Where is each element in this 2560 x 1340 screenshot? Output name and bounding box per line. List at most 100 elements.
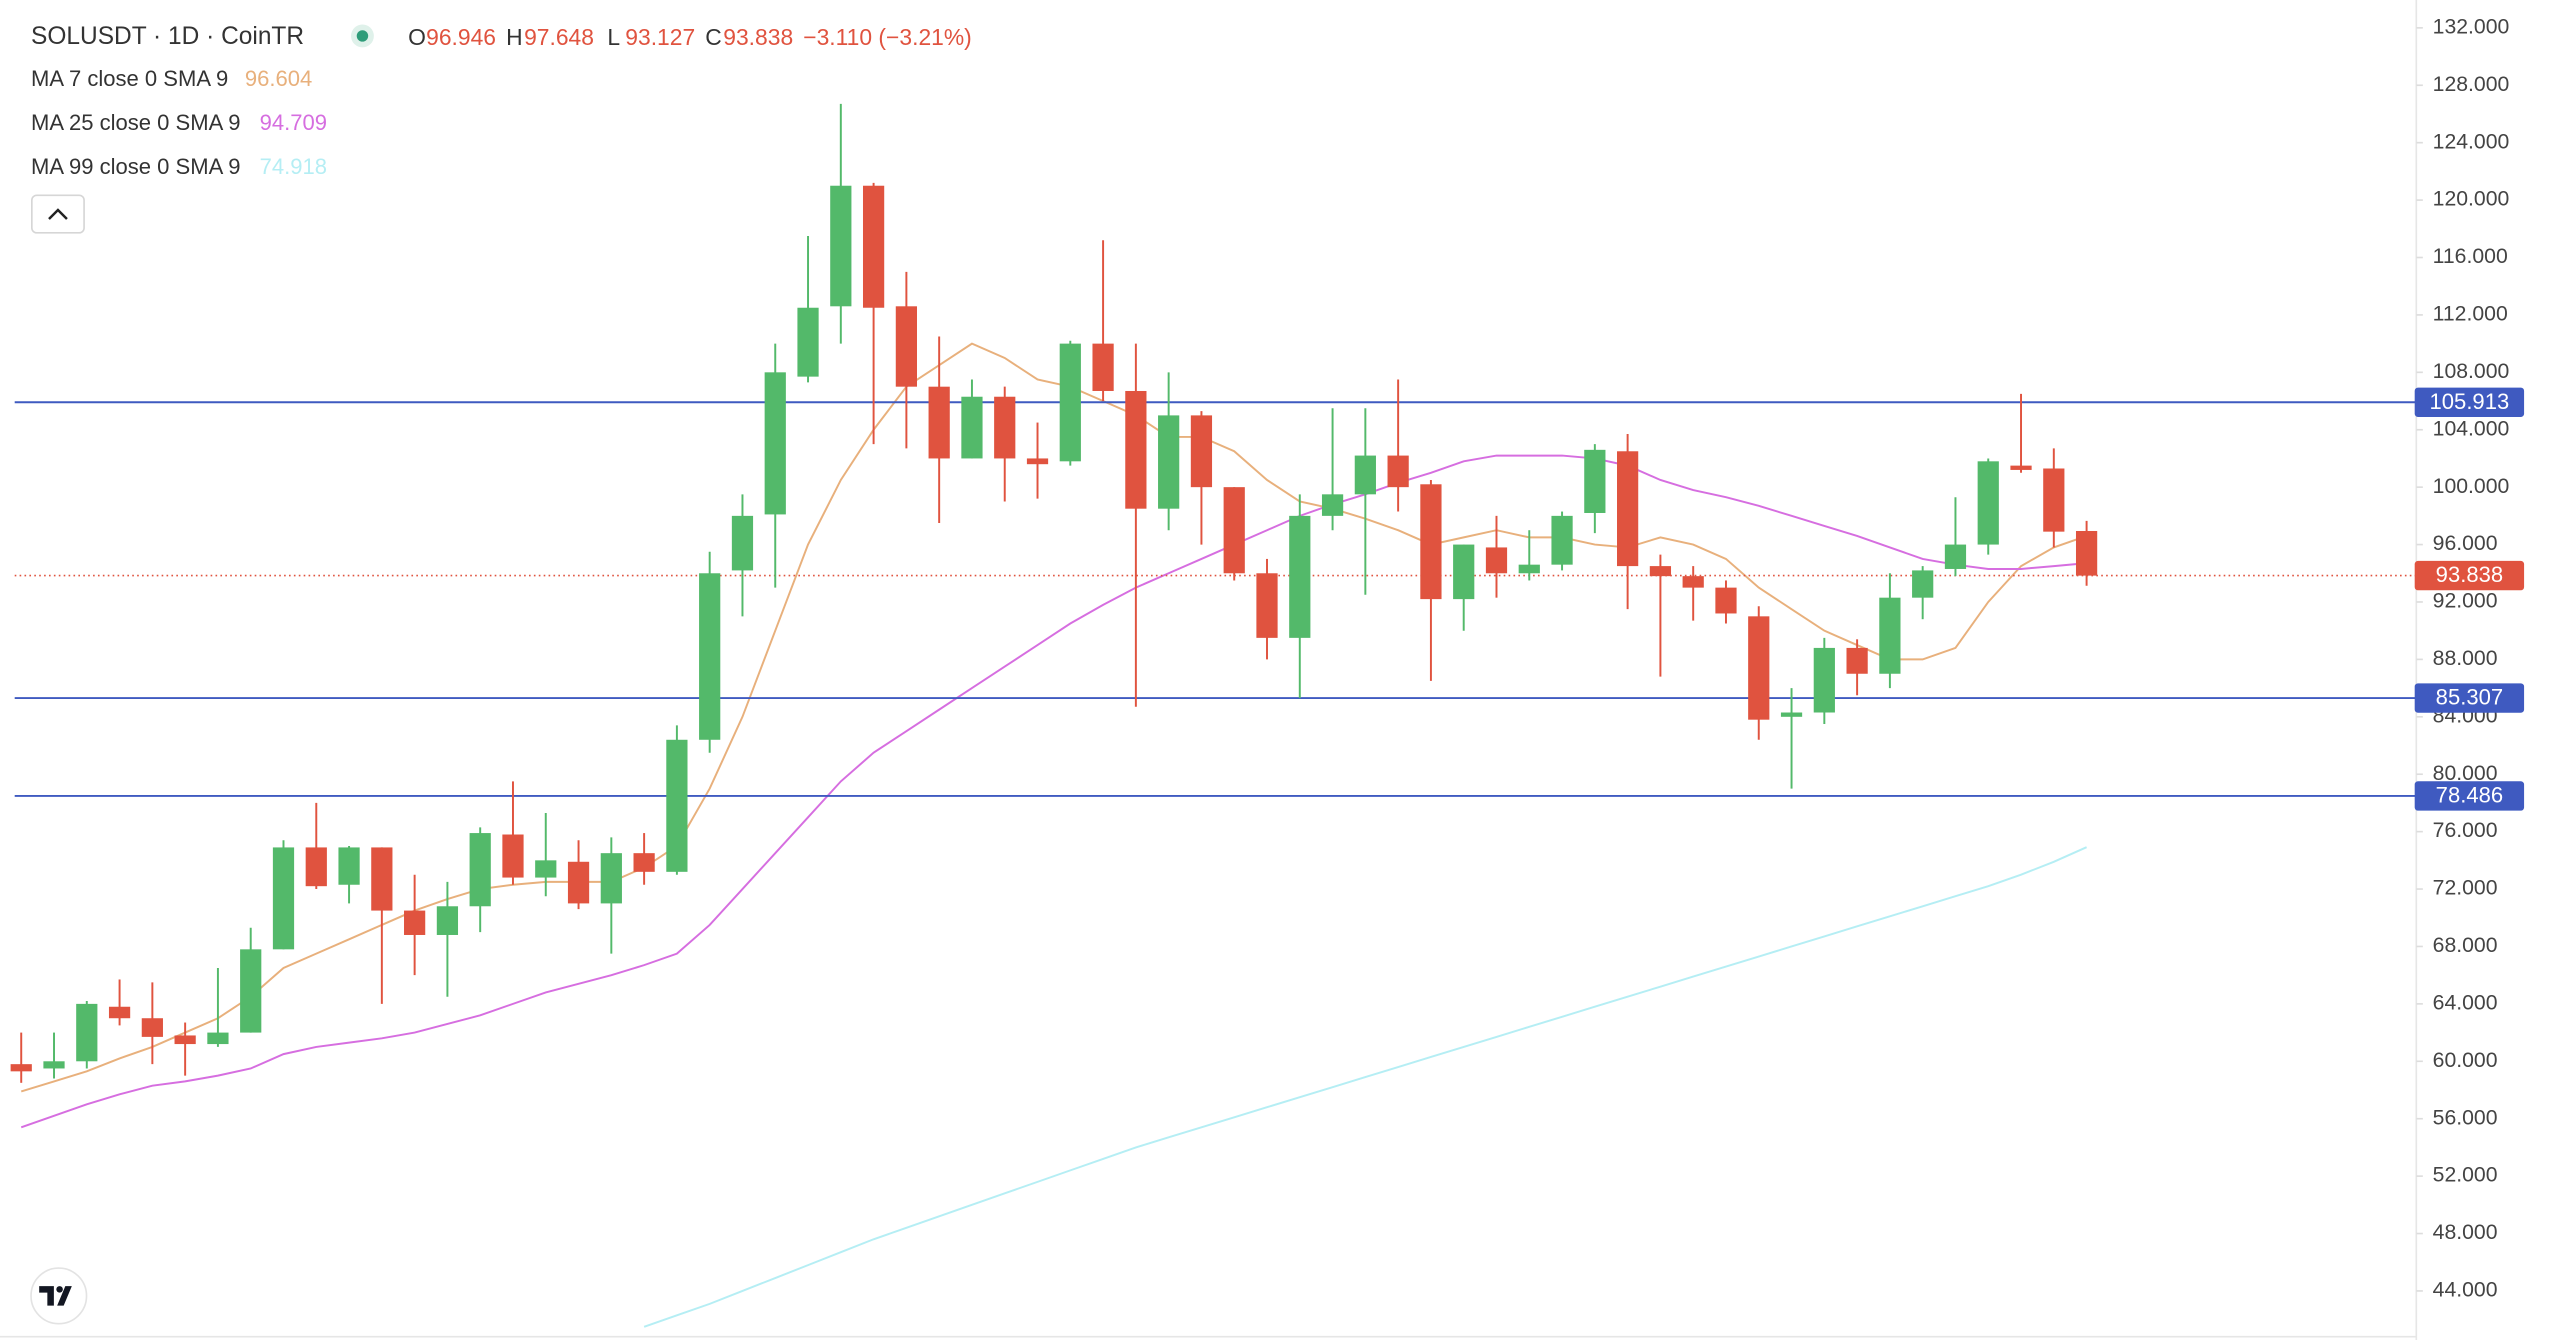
candle-body	[1059, 343, 1081, 462]
change: −3.110 (−3.21%)	[803, 24, 972, 50]
candle-body	[1387, 455, 1409, 488]
candle-body	[404, 910, 426, 935]
indicator-name: MA 99 close 0 SMA 9	[31, 154, 240, 179]
candle-body	[207, 1032, 229, 1045]
y-tick-label: 108.000	[2433, 360, 2510, 383]
candle-body	[567, 861, 590, 904]
y-tick-label: 112.000	[2433, 303, 2508, 326]
candle-body	[731, 515, 754, 571]
ohlc-label: C	[705, 24, 722, 50]
candle-body	[1649, 566, 1672, 577]
y-tick-label: 80.000	[2433, 762, 2498, 785]
candle-body	[830, 185, 852, 307]
candle-body	[1158, 415, 1180, 509]
ohlc-value: 96.946	[426, 24, 496, 50]
candle-body	[1026, 458, 1049, 465]
candle-body	[1125, 390, 1147, 509]
candle-body	[1748, 616, 1770, 720]
y-tick-label: 120.000	[2433, 188, 2510, 211]
ohlc-value: 97.648	[524, 24, 594, 50]
candle-body	[174, 1035, 196, 1045]
candle-body	[1518, 564, 1540, 574]
candle-body	[43, 1061, 65, 1069]
moving-average-line	[20, 454, 2087, 1129]
y-tick-label: 100.000	[2433, 475, 2510, 498]
logo-mark[interactable]	[39, 1286, 72, 1306]
y-tick-label: 48.000	[2433, 1221, 2498, 1244]
candle-body	[1813, 647, 1835, 713]
price-badge	[2414, 387, 2525, 417]
y-tick-label: 64.000	[2433, 991, 2498, 1014]
y-tick-label: 68.000	[2433, 934, 2498, 957]
candle-body	[338, 847, 360, 885]
candle-body	[1453, 544, 1475, 600]
candle-body	[1944, 544, 1967, 569]
candle-body	[1912, 570, 1934, 598]
candle-body	[633, 853, 655, 872]
candle-body	[305, 847, 327, 887]
candle-body	[1846, 647, 1868, 674]
logo-dot[interactable]	[56, 1286, 63, 1293]
price-badge-label: 93.838	[2436, 562, 2503, 587]
logo-circle[interactable]	[30, 1267, 88, 1325]
candle-body	[469, 833, 491, 907]
moving-average-line	[643, 846, 2087, 1328]
candle-body	[600, 853, 622, 904]
candle-body	[928, 386, 950, 459]
indicator-value: 96.604	[245, 66, 312, 91]
candle-body	[1256, 573, 1278, 638]
candle-body	[535, 860, 557, 878]
candle-body	[862, 185, 885, 308]
y-tick-label: 52.000	[2433, 1164, 2498, 1187]
candle-body	[1617, 451, 1639, 567]
logo[interactable]	[30, 1267, 88, 1325]
candle-body	[2043, 468, 2065, 532]
candle-body	[1780, 712, 1803, 717]
indicator-name: MA 7 close 0 SMA 9	[31, 66, 228, 91]
candle-body	[1420, 484, 1442, 600]
candle-body	[1485, 547, 1508, 574]
ohlc-value: 93.838	[723, 24, 793, 50]
candle-body	[1223, 487, 1245, 574]
candle-body	[764, 372, 786, 515]
candle-body	[502, 834, 524, 878]
indicator-name: MA 25 close 0 SMA 9	[31, 110, 240, 135]
candle-body	[666, 739, 688, 872]
collapse-button[interactable]	[31, 194, 85, 234]
candle-body	[895, 306, 917, 387]
collapse-icon[interactable]	[48, 208, 68, 220]
price-badge-label: 78.486	[2436, 783, 2503, 808]
candle-body	[141, 1018, 163, 1037]
ohlc-value: 93.127	[625, 24, 695, 50]
candle-body	[1977, 461, 1999, 545]
candle-body	[797, 307, 819, 377]
moving-average-line	[20, 342, 2087, 1093]
candle-body	[272, 847, 295, 950]
collapse-button-box[interactable]	[31, 194, 85, 234]
candle-body	[699, 573, 721, 740]
indicator-value: 74.918	[260, 154, 327, 179]
price-badge	[2414, 560, 2525, 591]
y-tick-label: 96.000	[2433, 532, 2498, 555]
candle-body	[2075, 530, 2098, 576]
y-tick-label: 132.000	[2433, 15, 2510, 38]
y-tick-label: 56.000	[2433, 1106, 2498, 1129]
candle-body	[994, 396, 1016, 459]
candle-body	[2010, 465, 2032, 470]
candle-body	[1715, 587, 1737, 614]
candle-body	[108, 1006, 131, 1019]
candle-body	[961, 396, 983, 459]
ohlc-label: L	[607, 24, 620, 50]
y-tick-label: 92.000	[2433, 590, 2498, 613]
candle-body	[371, 847, 393, 911]
candle-body	[1289, 515, 1311, 638]
y-tick-label: 116.000	[2433, 245, 2508, 268]
y-tick-label: 60.000	[2433, 1049, 2498, 1072]
candle-body	[1879, 597, 1901, 674]
price-axis: 132.000 128.000 124.000 120.000 116.000 112.0…	[2414, 15, 2525, 1302]
y-tick-label: 76.000	[2433, 819, 2498, 842]
y-tick-label: 44.000	[2433, 1279, 2498, 1302]
price-badge-label: 85.307	[2436, 685, 2503, 710]
